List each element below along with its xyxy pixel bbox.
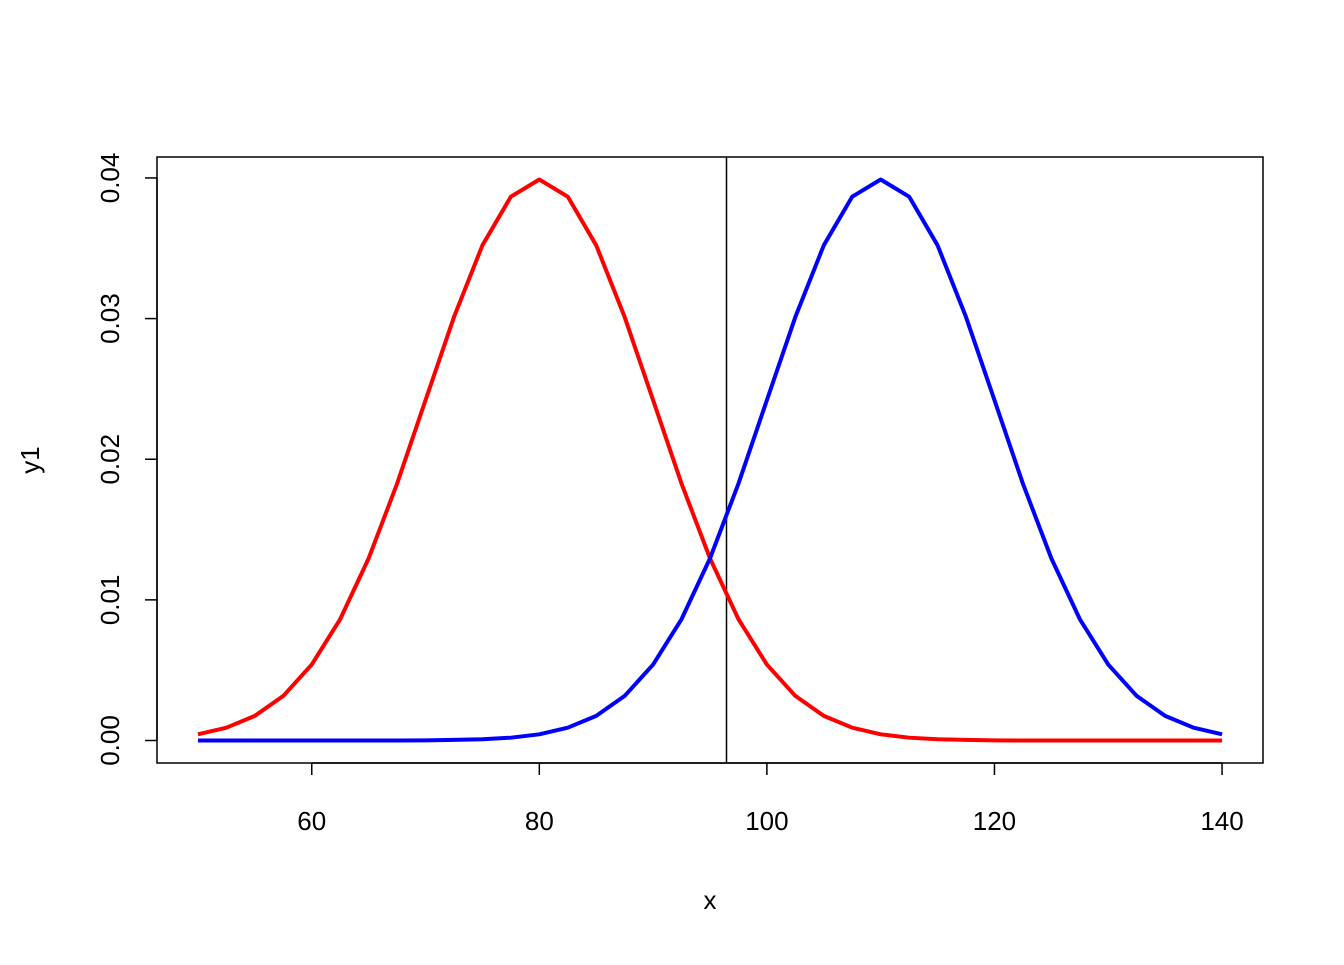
y-axis-label: y1 — [15, 446, 45, 473]
y-tick-label: 0.00 — [95, 715, 125, 766]
y-tick-label: 0.01 — [95, 575, 125, 626]
series-line — [197, 177, 1223, 743]
y-tick-label: 0.02 — [95, 434, 125, 485]
x-tick-label: 140 — [1200, 806, 1243, 836]
y-tick-label: 0.03 — [95, 293, 125, 344]
x-tick-label: 120 — [973, 806, 1016, 836]
x-tick-label: 80 — [525, 806, 554, 836]
x-axis-label: x — [704, 885, 717, 915]
x-tick-label: 60 — [297, 806, 326, 836]
y-tick-label: 0.04 — [95, 153, 125, 204]
series-line — [197, 177, 1223, 743]
x-tick-label: 100 — [745, 806, 788, 836]
plot-box — [156, 156, 1264, 764]
